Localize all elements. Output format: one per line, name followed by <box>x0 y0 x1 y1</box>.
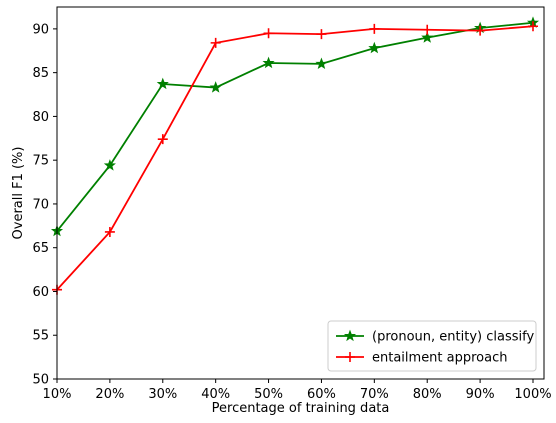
y-tick-label: 70 <box>32 197 49 212</box>
series-line <box>56 25 534 291</box>
legend-entries: (pronoun, entity) classify entailment app… <box>336 330 534 366</box>
x-tick-label: 80% <box>413 387 442 402</box>
plus-marker <box>316 29 327 40</box>
x-tick-label: 30% <box>148 387 177 402</box>
star-marker <box>343 329 357 342</box>
y-tick-label: 55 <box>32 329 49 344</box>
series-group <box>52 21 538 295</box>
legend-box <box>327 320 537 372</box>
legend: (pronoun, entity) classify entailment app… <box>327 320 537 372</box>
star-marker <box>262 56 275 69</box>
plus-marker <box>369 23 380 34</box>
x-tick-label: 70% <box>360 387 389 402</box>
x-tick-label: 10% <box>43 387 72 402</box>
legend-label: (pronoun, entity) classify <box>372 330 534 345</box>
y-axis-label-group: Overall F1 (%) <box>11 147 26 240</box>
y-tick-label: 85 <box>32 66 49 81</box>
star-marker <box>103 159 116 171</box>
x-tick-label: 20% <box>95 387 124 402</box>
series-layer <box>50 16 540 295</box>
x-tick-label: 40% <box>201 387 230 402</box>
star-marker <box>368 41 381 54</box>
plus-marker <box>422 24 433 35</box>
star-marker <box>209 81 222 93</box>
series-group <box>50 16 540 237</box>
ticks-layer: 10% 20% 30% 40% 50% 60% 70% 80% 90% 100% 50 55 60 65 7… <box>32 22 551 402</box>
legend-label: entailment approach <box>372 351 508 366</box>
plus-marker <box>345 352 355 362</box>
y-tick-label: 65 <box>32 241 49 256</box>
x-tick-label: 90% <box>466 387 495 402</box>
star-marker <box>315 57 328 70</box>
y-axis-label: Overall F1 (%) <box>11 147 26 240</box>
y-tick-label: 75 <box>32 154 49 169</box>
plot-frame <box>56 6 545 380</box>
x-tick-label: 60% <box>307 387 336 402</box>
x-tick-label: 50% <box>254 387 283 402</box>
plus-marker <box>263 28 274 39</box>
star-marker <box>156 77 169 90</box>
x-axis-label: Percentage of training data <box>212 401 390 416</box>
plus-marker <box>210 37 221 48</box>
y-tick-label: 60 <box>32 285 49 300</box>
star-marker <box>421 31 434 43</box>
legend-entry: (pronoun, entity) classify <box>336 330 534 345</box>
plus-marker <box>528 21 538 32</box>
y-tick-label: 80 <box>32 110 49 125</box>
plus-marker <box>475 25 486 36</box>
x-tick-label: 100% <box>514 387 551 402</box>
y-tick-label: 50 <box>32 373 49 388</box>
plus-marker <box>157 134 168 145</box>
plus-marker <box>104 226 115 237</box>
legend-entry: entailment approach <box>336 351 508 366</box>
y-tick-label: 90 <box>32 22 49 37</box>
series-line <box>56 21 534 232</box>
